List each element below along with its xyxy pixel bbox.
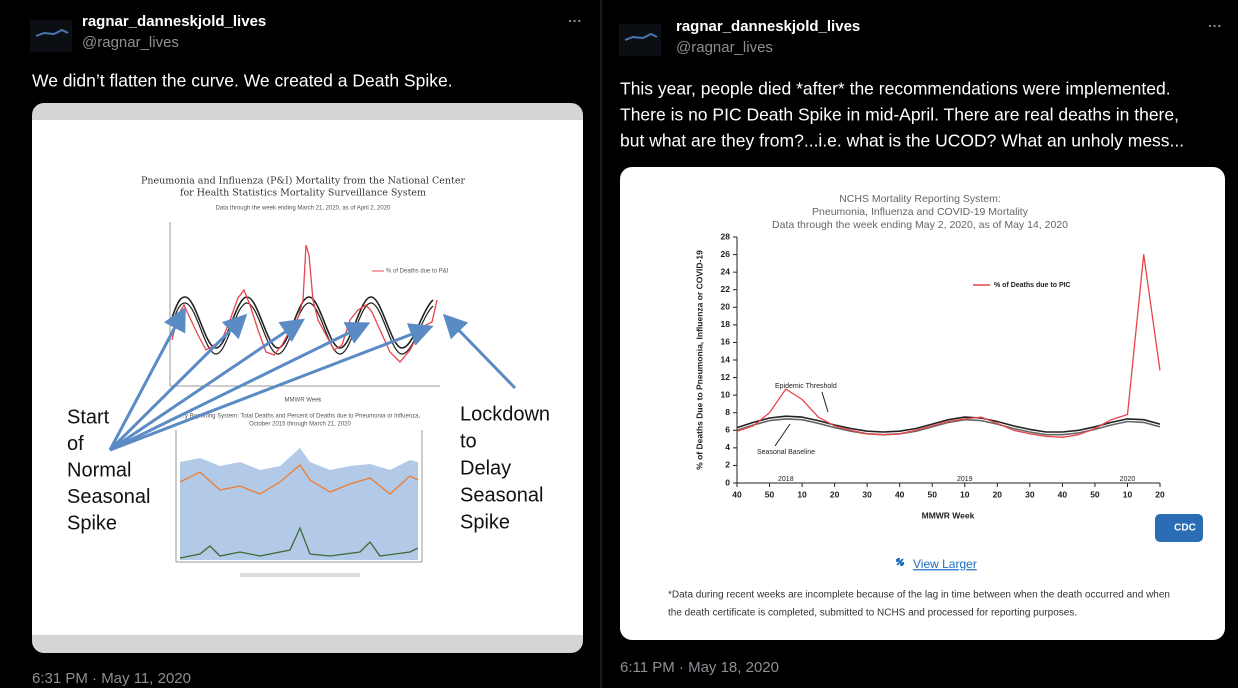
arrow [108,306,186,451]
year-label: 2018 [778,476,794,483]
legend-label: % of Deaths due to PIC [994,282,1071,289]
more-button[interactable]: ··· [568,13,582,29]
series-line [736,415,1161,433]
chart-title: Pneumonia and Influenza (P&I) Mortality … [141,176,465,187]
chart-title: NCHS Mortality Reporting System: [839,193,1001,205]
timestamp[interactable]: 6:31 PM · May 11, 2020 [32,670,191,687]
chart-title: ...y Reporting System: Total Deaths and … [180,414,421,420]
y-axis-title: % of Deaths Due to Pneumonia, Influenza … [694,250,704,470]
cdc-logo [1155,514,1203,542]
annotation: Lockdown [460,403,550,425]
annotation: Delay [460,457,511,479]
leader [821,391,829,413]
author-handle[interactable]: @ragnar_lives [676,39,773,56]
x-tick-label: 40 [732,489,742,499]
arrow [108,313,248,452]
y-tick-label: 26 [721,249,731,259]
annotation: Spike [460,511,510,533]
annotation: Normal [67,459,131,481]
tweet-text: There is no PIC Death Spike in mid-April… [620,105,1179,125]
chart-title: October 2015 through March 21, 2020 [249,422,351,428]
x-tick-label: 40 [895,489,905,499]
author-handle[interactable]: @ragnar_lives [82,34,179,51]
x-tick-label: 20 [830,489,840,499]
series-line [736,253,1161,438]
x-axis-title: MMWR Week [922,510,975,520]
legend-label: % of Deaths due to P&I [386,269,449,275]
chart-subtitle: Data through the week ending May 2, 2020… [772,219,1068,231]
arrows [108,306,517,452]
cdc-logo-text: CDC [1174,523,1196,534]
leader [774,423,791,447]
annotation: Start [67,406,110,428]
media-card[interactable] [620,167,1225,640]
y-tick-label: 20 [721,302,731,312]
annotation: Spike [67,512,117,534]
legend-row [240,573,360,577]
more-button[interactable]: ··· [1208,18,1222,34]
y-tick-label: 0 [725,477,730,487]
x-tick-label: 10 [1123,489,1133,499]
tweet-text: We didn’t flatten the curve. We created … [32,71,453,91]
tweet-left: ragnar_danneskjold_lives @ragnar_lives ·… [30,13,583,687]
x-tick-label: 10 [960,489,970,499]
year-label: 2020 [1120,476,1136,483]
y-tick-label: 18 [721,319,731,329]
chart-title: Pneumonia, Influenza and COVID-19 Mortal… [812,206,1029,218]
x-tick-label: 20 [1155,489,1165,499]
author-name[interactable]: ragnar_danneskjold_lives [82,13,266,30]
y-tick-label: 8 [725,407,730,417]
avatar-art [35,28,69,37]
annotation: of [67,433,84,455]
x-tick-label: 10 [797,489,807,499]
chart-subtitle: Data through the week ending March 21, 2… [216,206,391,212]
y-tick-label: 10 [721,389,731,399]
view-larger-link[interactable]: View Larger [913,557,977,571]
pneumonia-line [179,464,419,495]
footnote: *Data during recent weeks are incomplete… [668,590,1170,601]
arrow [109,323,434,452]
x-tick-label: 40 [1058,489,1068,499]
expand-icon[interactable] [896,558,904,566]
x-tick-label: 20 [993,489,1003,499]
author-name[interactable]: ragnar_danneskjold_lives [676,18,860,35]
tweet-text: but what are they from?...i.e. what is t… [620,131,1184,151]
annotation: to [460,430,477,452]
timestamp[interactable]: 6:11 PM · May 18, 2020 [620,659,779,676]
x-axis-title: MMWR Week [285,398,323,404]
arrow [109,318,305,452]
x-tick-label: 50 [1090,489,1100,499]
annotation: Seasonal [67,486,150,508]
annotation: Seasonal [460,484,543,506]
y-tick-label: 2 [725,460,730,470]
y-tick-label: 14 [721,354,731,364]
y-tick-label: 28 [721,231,731,241]
baseline-curve [171,296,434,349]
y-tick-label: 12 [721,372,731,382]
y-tick-label: 6 [725,425,730,435]
x-tick-label: 50 [927,489,937,499]
x-tick-label: 50 [765,489,775,499]
avatar-art [624,32,658,41]
bars-area [180,448,418,560]
x-tick-label: 30 [1025,489,1035,499]
chart-title: for Health Statistics Mortality Surveill… [180,188,426,199]
y-tick-label: 4 [725,442,730,452]
footnote: the death certificate is completed, subm… [668,608,1077,619]
tweet-text: This year, people died *after* the recom… [620,79,1171,99]
influenza-line [179,526,419,559]
y-tick-label: 24 [721,266,731,276]
arrow [442,313,517,390]
year-label: 2019 [957,476,973,483]
tweet-right: ragnar_danneskjold_lives @ragnar_lives ·… [619,18,1225,676]
x-tick-label: 30 [862,489,872,499]
annotation: Epidemic Threshold [775,383,837,390]
arrow [109,322,371,452]
y-tick-label: 16 [721,337,731,347]
annotation: Seasonal Baseline [757,449,815,456]
y-tick-label: 22 [721,284,731,294]
